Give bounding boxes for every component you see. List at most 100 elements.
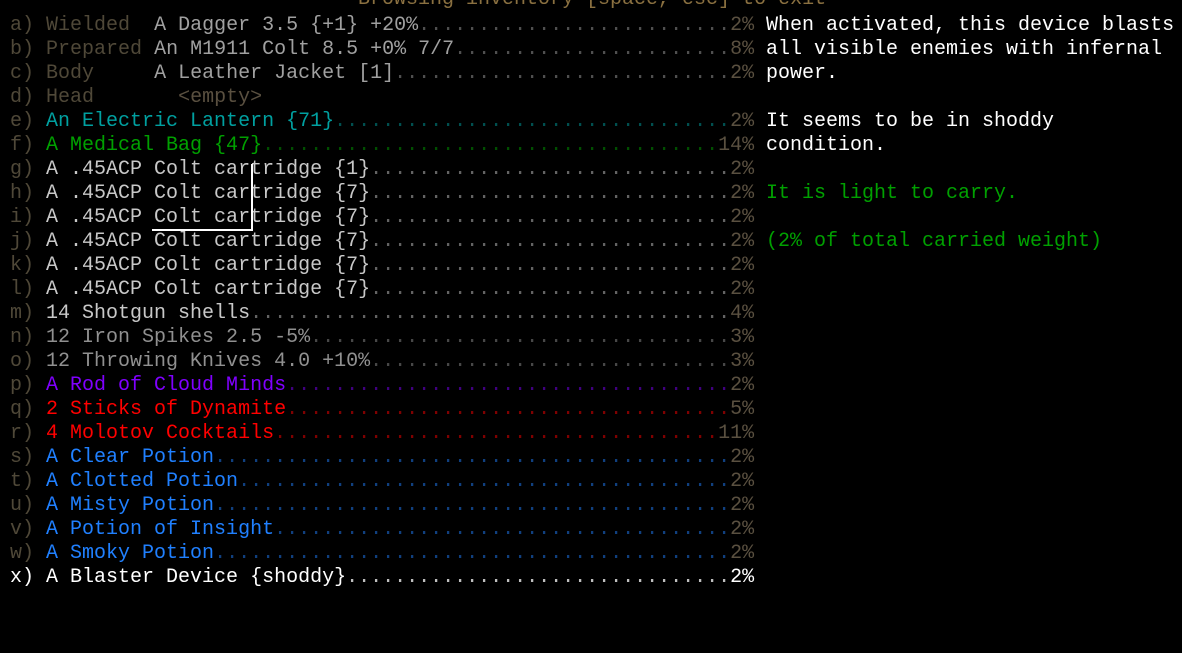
leader-dots: .......................... xyxy=(418,14,731,37)
inventory-item[interactable]: t) A Clotted Potion.....................… xyxy=(10,470,754,494)
item-key: l) xyxy=(10,278,35,301)
item-weight: 2% xyxy=(730,494,755,517)
leader-dots: ....................... xyxy=(454,38,731,61)
item-key: s) xyxy=(10,446,35,469)
item-name: A .45ACP Colt cartridge {7} xyxy=(46,254,371,277)
leader-dots: .............................. xyxy=(370,158,731,181)
description-line: It is light to carry. xyxy=(766,182,1019,205)
leader-dots: ................................ xyxy=(346,566,731,589)
item-weight: 3% xyxy=(730,350,755,373)
item-weight: 2% xyxy=(730,158,755,181)
inventory-item[interactable]: u) A Misty Potion.......................… xyxy=(10,494,754,518)
item-weight: 4% xyxy=(730,302,755,325)
item-key: p) xyxy=(10,374,35,397)
item-name: A .45ACP Colt cartridge {1} xyxy=(46,158,371,181)
equipment-slot-label: Wielded xyxy=(46,14,131,37)
inventory-item[interactable]: e) An Electric Lantern {71}.............… xyxy=(10,110,754,134)
item-weight: 2% xyxy=(730,110,755,133)
inventory-item[interactable]: r) 4 Molotov Cocktails..................… xyxy=(10,422,754,446)
item-weight: 2% xyxy=(730,14,755,37)
item-weight: 5% xyxy=(730,398,755,421)
item-name: An Electric Lantern {71} xyxy=(46,110,335,133)
description-line: all visible enemies with infernal xyxy=(766,38,1163,61)
inventory-item[interactable]: x) A Blaster Device {shoddy}............… xyxy=(10,566,754,590)
leader-dots: ..................................... xyxy=(274,422,719,445)
item-name: A Clear Potion xyxy=(46,446,215,469)
inventory-item[interactable]: i) A .45ACP Colt cartridge {7}..........… xyxy=(10,206,754,230)
leader-dots: ........................................… xyxy=(214,446,731,469)
mouse-cursor-box xyxy=(251,164,253,230)
item-key: n) xyxy=(10,326,35,349)
inventory-item[interactable]: n) 12 Iron Spikes 2.5 -5%...............… xyxy=(10,326,754,350)
inventory-item[interactable]: c) Body A Leather Jacket [1]............… xyxy=(10,62,754,86)
item-key: w) xyxy=(10,542,35,565)
item-key: m) xyxy=(10,302,35,325)
item-key: v) xyxy=(10,518,35,541)
item-name: 12 Iron Spikes 2.5 -5% xyxy=(46,326,311,349)
inventory-item[interactable]: l) A .45ACP Colt cartridge {7}..........… xyxy=(10,278,754,302)
inventory-item[interactable]: q) 2 Sticks of Dynamite.................… xyxy=(10,398,754,422)
item-name: 12 Throwing Knives 4.0 +10% xyxy=(46,350,371,373)
item-weight: 2% xyxy=(730,542,755,565)
item-weight: 2% xyxy=(730,470,755,493)
item-name: A .45ACP Colt cartridge {7} xyxy=(46,278,371,301)
item-key: f) xyxy=(10,134,35,157)
leader-dots: ........................................… xyxy=(238,470,731,493)
item-weight: 14% xyxy=(718,134,755,157)
leader-dots: ..................................... xyxy=(286,398,731,421)
inventory-item[interactable]: d) Head <empty> xyxy=(10,86,262,110)
leader-dots: ........................................… xyxy=(214,542,731,565)
item-name: A Potion of Insight xyxy=(46,518,275,541)
description-line: power. xyxy=(766,62,839,85)
item-weight: 2% xyxy=(730,254,755,277)
item-name: 2 Sticks of Dynamite xyxy=(46,398,287,421)
item-weight: 2% xyxy=(730,206,755,229)
item-weight: 8% xyxy=(730,38,755,61)
leader-dots: .............................. xyxy=(370,350,731,373)
inventory-item[interactable]: g) A .45ACP Colt cartridge {1}..........… xyxy=(10,158,754,182)
inventory-item[interactable]: v) A Potion of Insight..................… xyxy=(10,518,754,542)
inventory-item[interactable]: h) A .45ACP Colt cartridge {7}..........… xyxy=(10,182,754,206)
item-key: d) xyxy=(10,86,35,109)
item-weight: 2% xyxy=(730,446,755,469)
item-weight: 2% xyxy=(730,374,755,397)
description-line: condition. xyxy=(766,134,887,157)
item-weight: 11% xyxy=(718,422,755,445)
inventory-item[interactable]: s) A Clear Potion.......................… xyxy=(10,446,754,470)
item-name: A Clotted Potion xyxy=(46,470,239,493)
item-key: x) xyxy=(10,566,35,589)
inventory-item[interactable]: o) 12 Throwing Knives 4.0 +10%..........… xyxy=(10,350,754,374)
item-name: A Blaster Device {shoddy} xyxy=(46,566,347,589)
item-key: i) xyxy=(10,206,35,229)
inventory-title: Browsing inventory [space, esc] to exit xyxy=(358,0,826,12)
item-key: g) xyxy=(10,158,35,181)
item-key: o) xyxy=(10,350,35,373)
item-weight: 2% xyxy=(730,518,755,541)
inventory-item[interactable]: b) Prepared An M1911 Colt 8.5 +0% 7/7...… xyxy=(10,38,754,62)
inventory-item[interactable]: w) A Smoky Potion.......................… xyxy=(10,542,754,566)
inventory-item[interactable]: a) Wielded A Dagger 3.5 {+1} +20%.......… xyxy=(10,14,754,38)
item-key: e) xyxy=(10,110,35,133)
leader-dots: ........................................ xyxy=(250,302,731,325)
item-name: A .45ACP Colt cartridge {7} xyxy=(46,206,371,229)
item-name: A Rod of Cloud Minds xyxy=(46,374,287,397)
equipment-slot-label: Prepared xyxy=(46,38,143,61)
inventory-item[interactable]: p) A Rod of Cloud Minds.................… xyxy=(10,374,754,398)
inventory-item[interactable]: k) A .45ACP Colt cartridge {7}..........… xyxy=(10,254,754,278)
item-key: t) xyxy=(10,470,35,493)
leader-dots: .............................. xyxy=(370,230,731,253)
item-key: q) xyxy=(10,398,35,421)
equipment-slot-label: Body xyxy=(46,62,95,85)
description-line: (2% of total carried weight) xyxy=(766,230,1103,253)
item-key: k) xyxy=(10,254,35,277)
leader-dots: .............................. xyxy=(370,254,731,277)
item-weight: 2% xyxy=(730,182,755,205)
leader-dots: ..................................... xyxy=(286,374,731,397)
inventory-item[interactable]: j) A .45ACP Colt cartridge {7}..........… xyxy=(10,230,754,254)
item-weight: 2% xyxy=(730,230,755,253)
item-weight: 2% xyxy=(730,566,755,589)
inventory-item[interactable]: m) 14 Shotgun shells....................… xyxy=(10,302,754,326)
inventory-item[interactable]: f) A Medical Bag {47}...................… xyxy=(10,134,754,158)
item-name: An M1911 Colt 8.5 +0% 7/7 xyxy=(154,38,455,61)
item-key: b) xyxy=(10,38,35,61)
